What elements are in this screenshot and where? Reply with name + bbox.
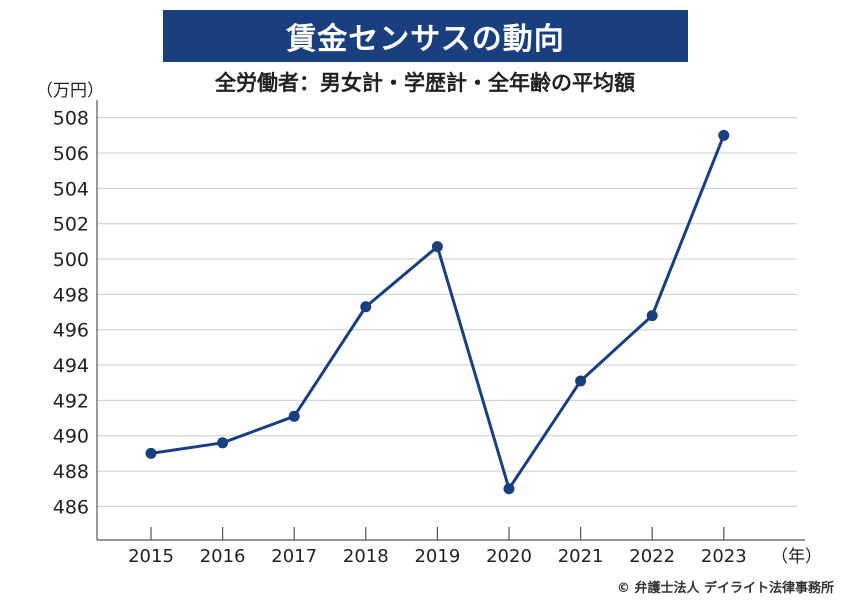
y-tick-label: 500 [53,249,89,271]
data-point [718,129,730,141]
x-tick-label: 2022 [629,546,675,567]
data-point [360,301,372,313]
data-point [145,447,157,459]
y-tick-label: 502 [53,214,89,236]
y-tick-label: 490 [53,426,89,448]
x-axis-unit-label: （年） [771,547,822,567]
data-point [503,483,515,495]
x-tick-label: 2018 [343,546,389,567]
x-tick-label: 2016 [200,546,246,567]
data-point [217,437,229,449]
chart-title: 賃金センサスの動向 [286,22,565,57]
data-point [575,375,587,387]
x-tick-label: 2020 [486,546,532,567]
data-point [646,310,658,322]
data-point [288,410,300,422]
y-tick-label: 486 [53,496,89,518]
y-axis-unit-label: （万円） [36,81,104,101]
x-tick-label: 2021 [558,546,604,567]
y-tick-label: 498 [53,284,89,306]
y-tick-label: 488 [53,461,89,483]
x-tick-label: 2019 [414,546,460,567]
y-tick-label: 494 [53,355,89,377]
title-banner: 賃金センサスの動向 [163,10,688,62]
chart-subtitle: 全労働者：男女計・学歴計・全年齢の平均額 [215,71,635,95]
y-tick-label: 496 [53,320,89,342]
data-point [431,241,443,253]
x-tick-label: 2015 [128,546,174,567]
y-tick-label: 492 [53,390,89,412]
y-tick-label: 506 [53,143,89,165]
x-tick-label: 2017 [271,546,317,567]
x-tick-label: 2023 [701,546,747,567]
y-tick-label: 504 [53,178,89,200]
y-tick-label: 508 [53,108,89,130]
copyright-credit: © 弁護士法人 デイライト法律事務所 [616,581,834,596]
